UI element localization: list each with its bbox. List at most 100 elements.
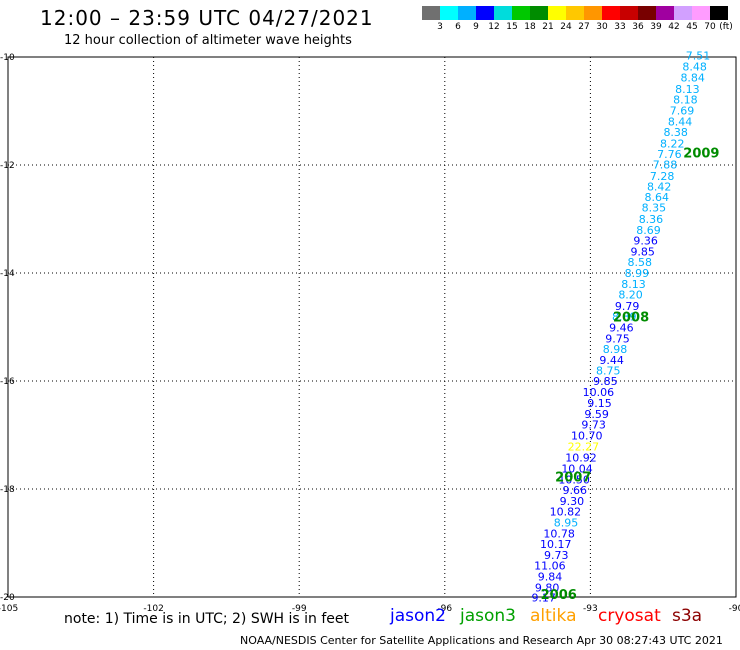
latitude-tick-label: -14 xyxy=(0,269,15,279)
color-scale-labels: 3 6 9 12 15 18 21 24 27 30 33 36 39 42 45 70 (ft) xyxy=(422,22,738,34)
wave-height-label: 8.38 xyxy=(663,126,688,139)
wave-height-label: 8.22 xyxy=(660,137,685,150)
wave-height-label: 10.78 xyxy=(543,527,575,540)
wave-height-label: 7.88 xyxy=(653,158,678,171)
legend-item-cryosat: cryosat xyxy=(598,606,661,626)
wave-height-label: 10.04 xyxy=(561,462,593,475)
wave-height-label: 8.98 xyxy=(603,343,628,356)
time-label: 2007 xyxy=(555,471,591,486)
wave-height-label: 9.73 xyxy=(581,419,606,432)
color-swatch xyxy=(674,6,692,20)
color-scale-tick-label: 21 xyxy=(542,22,554,32)
color-swatch xyxy=(440,6,458,20)
units-note: note: 1) Time is in UTC; 2) SWH is in fe… xyxy=(64,611,350,627)
time-label: 2006 xyxy=(541,588,577,603)
wave-height-label: 9.79 xyxy=(615,300,640,313)
color-scale-tick-label: 70 xyxy=(704,22,716,32)
wave-height-label: 8.89 xyxy=(612,311,637,324)
wave-height-label: 9.30 xyxy=(560,495,585,508)
color-scale-tick-label: 12 xyxy=(488,22,500,32)
color-scale-tick-label: 6 xyxy=(455,22,461,32)
wave-height-label: 9.15 xyxy=(587,397,612,410)
longitude-tick-label: -99 xyxy=(292,604,307,614)
color-swatch xyxy=(656,6,674,20)
color-swatch xyxy=(548,6,566,20)
color-scale-bar xyxy=(422,6,728,20)
color-swatch xyxy=(476,6,494,20)
page-title: 12:00 – 23:59 UTC 04/27/2021 xyxy=(40,6,374,30)
wave-height-label: 8.95 xyxy=(554,516,579,529)
wave-height-label: 8.20 xyxy=(618,289,643,302)
color-scale-tick-label: 33 xyxy=(614,22,626,32)
wave-height-label: 7.69 xyxy=(670,104,695,117)
color-scale-tick-label: 39 xyxy=(650,22,662,32)
wave-height-label: 10.82 xyxy=(550,506,582,519)
legend-item-jason2: jason2 xyxy=(390,606,446,626)
longitude-tick-label: -96 xyxy=(437,604,452,614)
wave-height-label: 10.70 xyxy=(571,430,603,443)
wave-height-label: 9.73 xyxy=(544,549,569,562)
wave-height-label: 22.27 xyxy=(568,440,600,453)
wave-height-label: 9.36 xyxy=(633,235,658,248)
wave-height-label: 9.66 xyxy=(563,484,588,497)
legend-item-jason3: jason3 xyxy=(460,606,516,626)
wave-height-label: 10.92 xyxy=(565,452,597,465)
color-swatch xyxy=(602,6,620,20)
wave-height-label: 8.13 xyxy=(675,83,700,96)
wave-height-label: 8.18 xyxy=(673,94,698,107)
wave-height-label: 9.85 xyxy=(630,245,655,258)
color-scale-tick-label: 27 xyxy=(578,22,590,32)
credit-line: NOAA/NESDIS Center for Satellite Applica… xyxy=(240,634,723,647)
latitude-tick-label: -20 xyxy=(0,593,15,603)
longitude-tick-label: -105 xyxy=(0,604,18,614)
color-scale-tick-label: 36 xyxy=(632,22,644,32)
wave-height-label: 9.59 xyxy=(584,408,609,421)
wave-height-label: 10.50 xyxy=(558,473,590,486)
color-scale-tick-label: 3 xyxy=(437,22,443,32)
time-label: 2008 xyxy=(613,311,649,326)
legend-item-s3a: s3a xyxy=(672,606,703,626)
wave-height-label: 9.80 xyxy=(535,581,560,594)
latitude-tick-label: -16 xyxy=(0,377,15,387)
wave-height-label: 9.46 xyxy=(609,322,634,335)
color-swatch xyxy=(692,6,710,20)
time-label: 2009 xyxy=(683,147,719,162)
color-swatch xyxy=(422,6,440,20)
wave-height-label: 8.69 xyxy=(636,224,661,237)
latitude-tick-label: -18 xyxy=(0,485,15,495)
wave-height-label: 8.36 xyxy=(639,213,664,226)
wave-height-label: 9.17 xyxy=(531,592,556,605)
color-swatch xyxy=(620,6,638,20)
wave-height-label: 7.28 xyxy=(650,170,675,183)
color-swatch xyxy=(584,6,602,20)
color-swatch xyxy=(494,6,512,20)
wave-height-label: 7.76 xyxy=(657,148,682,161)
latitude-tick-label: -10 xyxy=(0,53,15,63)
color-swatch xyxy=(638,6,656,20)
latitude-tick-label: -12 xyxy=(0,161,15,171)
color-scale-tick-label: 18 xyxy=(524,22,536,32)
longitude-tick-label: -90 xyxy=(729,604,740,614)
color-swatch xyxy=(566,6,584,20)
wave-height-label: 8.75 xyxy=(596,365,621,378)
wave-height-label: 8.44 xyxy=(668,115,693,128)
color-swatch xyxy=(458,6,476,20)
wave-height-label: 11.06 xyxy=(534,560,566,573)
wave-height-label: 8.48 xyxy=(682,61,707,74)
wave-height-label: 9.75 xyxy=(605,332,630,345)
legend-item-altika: altika xyxy=(530,606,577,626)
wave-height-label: 7.51 xyxy=(686,49,711,62)
color-scale-tick-label: 9 xyxy=(473,22,479,32)
wave-height-label: 8.58 xyxy=(628,256,653,269)
page-subtitle: 12 hour collection of altimeter wave hei… xyxy=(64,33,352,48)
wave-height-label: 8.42 xyxy=(647,181,672,194)
color-scale-tick-label: 42 xyxy=(668,22,680,32)
color-scale-unit: (ft) xyxy=(719,22,733,32)
map-frame xyxy=(7,56,737,598)
longitude-tick-label: -93 xyxy=(583,604,598,614)
wave-height-label: 9.84 xyxy=(538,570,563,583)
wave-height-label: 8.84 xyxy=(680,72,705,85)
wave-height-label: 8.64 xyxy=(645,191,670,204)
color-scale-tick-label: 15 xyxy=(506,22,518,32)
